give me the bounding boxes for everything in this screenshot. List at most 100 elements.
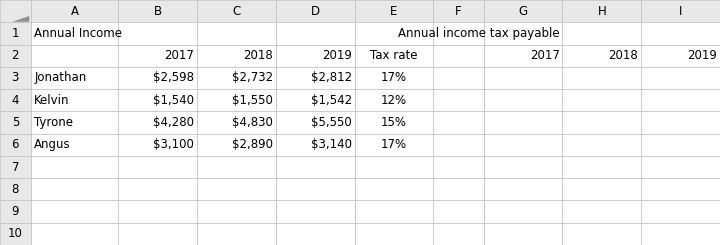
Bar bbox=[354, 89, 433, 111]
Text: 17%: 17% bbox=[381, 72, 407, 85]
Bar bbox=[31, 223, 118, 245]
Text: $2,890: $2,890 bbox=[232, 138, 273, 151]
Bar bbox=[354, 45, 433, 67]
Bar bbox=[354, 223, 433, 245]
Bar bbox=[31, 67, 118, 89]
Bar bbox=[31, 0, 118, 22]
Text: 2018: 2018 bbox=[608, 49, 639, 62]
Bar bbox=[484, 156, 562, 178]
Bar bbox=[276, 223, 354, 245]
Bar bbox=[433, 111, 484, 134]
Bar bbox=[562, 67, 642, 89]
Text: 15%: 15% bbox=[381, 116, 407, 129]
Text: 7: 7 bbox=[12, 160, 19, 173]
Text: $3,100: $3,100 bbox=[153, 138, 194, 151]
Text: 8: 8 bbox=[12, 183, 19, 196]
Bar bbox=[118, 22, 197, 45]
Text: Tax rate: Tax rate bbox=[370, 49, 418, 62]
Bar bbox=[642, 134, 720, 156]
Bar bbox=[354, 111, 433, 134]
Text: $5,550: $5,550 bbox=[311, 116, 351, 129]
Bar bbox=[562, 111, 642, 134]
Bar bbox=[354, 0, 433, 22]
Bar bbox=[197, 89, 276, 111]
Text: Kelvin: Kelvin bbox=[35, 94, 70, 107]
Bar bbox=[276, 134, 354, 156]
Bar bbox=[484, 67, 562, 89]
Text: Annual income tax payable: Annual income tax payable bbox=[398, 27, 559, 40]
Bar bbox=[0, 0, 31, 22]
Bar bbox=[354, 156, 433, 178]
Text: Annual Income: Annual Income bbox=[35, 27, 122, 40]
Bar bbox=[276, 67, 354, 89]
Bar bbox=[484, 134, 562, 156]
Bar bbox=[0, 200, 31, 223]
Bar bbox=[0, 111, 31, 134]
Bar bbox=[354, 200, 433, 223]
Bar bbox=[276, 156, 354, 178]
Bar bbox=[276, 89, 354, 111]
Text: B: B bbox=[153, 5, 161, 18]
Bar bbox=[562, 156, 642, 178]
Bar bbox=[31, 178, 118, 200]
Bar bbox=[642, 200, 720, 223]
Bar bbox=[118, 200, 197, 223]
Bar bbox=[197, 45, 276, 67]
Text: 10: 10 bbox=[8, 227, 23, 240]
Text: H: H bbox=[598, 5, 606, 18]
Text: A: A bbox=[71, 5, 78, 18]
Bar bbox=[197, 67, 276, 89]
Text: $2,598: $2,598 bbox=[153, 72, 194, 85]
Text: Jonathan: Jonathan bbox=[35, 72, 86, 85]
Bar bbox=[0, 178, 31, 200]
Bar bbox=[0, 22, 31, 45]
Bar bbox=[31, 156, 118, 178]
Text: 1: 1 bbox=[12, 27, 19, 40]
Bar bbox=[0, 45, 31, 67]
Bar bbox=[118, 156, 197, 178]
Text: 4: 4 bbox=[12, 94, 19, 107]
Bar bbox=[197, 178, 276, 200]
Bar bbox=[642, 45, 720, 67]
Bar bbox=[276, 111, 354, 134]
Text: $1,550: $1,550 bbox=[232, 94, 273, 107]
Text: 2017: 2017 bbox=[164, 49, 194, 62]
Bar bbox=[433, 45, 484, 67]
Bar bbox=[484, 223, 562, 245]
Text: I: I bbox=[679, 5, 683, 18]
Text: 2: 2 bbox=[12, 49, 19, 62]
Bar bbox=[642, 156, 720, 178]
Text: Tyrone: Tyrone bbox=[35, 116, 73, 129]
Bar bbox=[197, 200, 276, 223]
Text: $1,542: $1,542 bbox=[310, 94, 351, 107]
Bar bbox=[642, 22, 720, 45]
Bar bbox=[562, 45, 642, 67]
Bar bbox=[433, 89, 484, 111]
Text: D: D bbox=[310, 5, 320, 18]
Text: $1,540: $1,540 bbox=[153, 94, 194, 107]
Text: G: G bbox=[518, 5, 528, 18]
Bar bbox=[484, 200, 562, 223]
Bar bbox=[31, 89, 118, 111]
Bar bbox=[484, 22, 562, 45]
Bar bbox=[118, 178, 197, 200]
Bar bbox=[276, 200, 354, 223]
Text: 6: 6 bbox=[12, 138, 19, 151]
Bar bbox=[31, 111, 118, 134]
Text: 9: 9 bbox=[12, 205, 19, 218]
Bar bbox=[0, 89, 31, 111]
Text: 2017: 2017 bbox=[530, 49, 559, 62]
Bar bbox=[642, 223, 720, 245]
Bar bbox=[562, 22, 642, 45]
Text: 2018: 2018 bbox=[243, 49, 273, 62]
Bar bbox=[276, 22, 354, 45]
Bar bbox=[276, 0, 354, 22]
Bar bbox=[31, 22, 118, 45]
Text: $4,830: $4,830 bbox=[232, 116, 273, 129]
Bar bbox=[31, 200, 118, 223]
Bar bbox=[0, 223, 31, 245]
Bar bbox=[31, 45, 118, 67]
Bar bbox=[562, 134, 642, 156]
Bar bbox=[433, 22, 484, 45]
Bar bbox=[354, 22, 433, 45]
